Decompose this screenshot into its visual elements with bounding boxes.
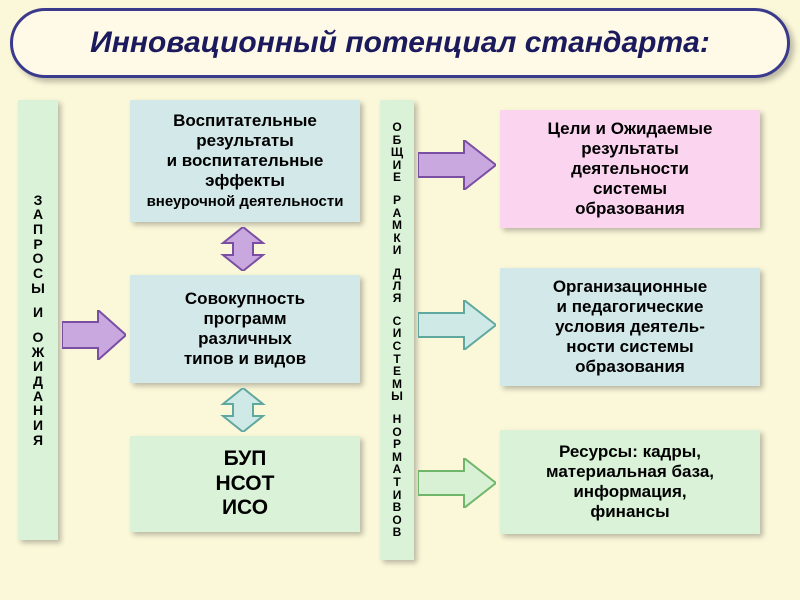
- text-line: различных: [198, 329, 292, 349]
- text-line: условия деятель-: [555, 317, 705, 337]
- arrow-right-cyan: [418, 300, 496, 350]
- text-line: системы: [593, 179, 667, 199]
- middle-vertical-column: ОБЩИЕ РАМКИ ДЛЯ СИСТЕМЫ НОРМАТИВОВ: [380, 100, 414, 560]
- text-sub: внеурочной деятельности: [147, 193, 344, 211]
- text-line: БУП: [224, 447, 267, 472]
- text-line: эффекты: [205, 171, 285, 191]
- box-vosp-results: Воспитательные результаты и воспитательн…: [130, 100, 360, 222]
- text-line: информация,: [573, 482, 686, 502]
- arrow-updown-purple: [215, 227, 271, 271]
- arrow-right-purple-2: [418, 140, 496, 190]
- text-line: ИСО: [222, 496, 268, 521]
- box-goals: Цели и Ожидаемые результаты деятельности…: [500, 110, 760, 228]
- text-line: НСОТ: [216, 472, 275, 497]
- title-text: Инновационный потенциал стандарта:: [90, 26, 710, 60]
- text-line: ности системы: [566, 337, 693, 357]
- text-line: Организационные: [553, 277, 707, 297]
- text-line: программ: [203, 309, 286, 329]
- arrow-updown-cyan: [215, 388, 271, 432]
- text-line: типов и видов: [184, 349, 306, 369]
- box-conditions: Организационные и педагогические условия…: [500, 268, 760, 386]
- text-line: образования: [575, 199, 685, 219]
- text-line: Цели и Ожидаемые: [548, 119, 713, 139]
- text-line: Воспитательные: [173, 111, 317, 131]
- text-line: результаты: [581, 139, 678, 159]
- text-line: финансы: [590, 502, 669, 522]
- box-bup: БУП НСОТ ИСО: [130, 436, 360, 532]
- text-line: и педагогические: [557, 297, 704, 317]
- text-line: Совокупность: [185, 289, 305, 309]
- text-line: материальная база,: [546, 462, 714, 482]
- box-programs: Совокупность программ различных типов и …: [130, 275, 360, 383]
- arrow-right-green: [418, 458, 496, 508]
- arrow-right-purple-1: [62, 310, 126, 360]
- text-line: Ресурсы: кадры,: [559, 442, 701, 462]
- text-line: образования: [575, 357, 685, 377]
- text-line: результаты: [196, 131, 293, 151]
- text-line: и воспитательные: [167, 151, 324, 171]
- box-resources: Ресурсы: кадры, материальная база, инфор…: [500, 430, 760, 534]
- text-line: деятельности: [571, 159, 689, 179]
- title-banner: Инновационный потенциал стандарта:: [10, 8, 790, 78]
- left-vertical-column: ЗАПРОСЫ И ОЖИДАНИЯ: [18, 100, 58, 540]
